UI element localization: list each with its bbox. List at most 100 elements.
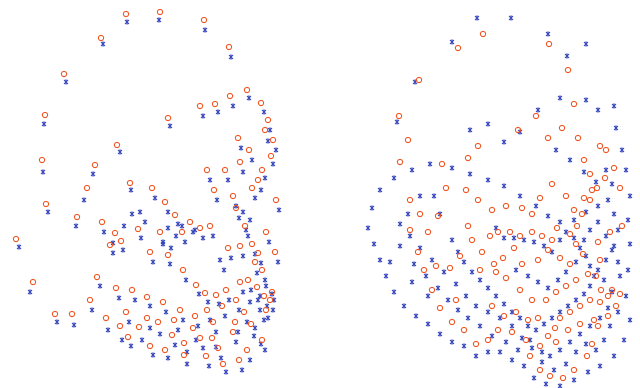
circle-point [570, 366, 578, 374]
cross-point [617, 273, 623, 279]
circle-point [248, 240, 256, 248]
circle-point [406, 196, 414, 204]
cross-point [240, 169, 246, 175]
circle-point [122, 10, 130, 18]
cross-point [563, 361, 569, 367]
circle-point [122, 308, 130, 316]
cross-point [40, 169, 46, 175]
cross-point [521, 237, 527, 243]
circle-point [260, 292, 268, 300]
circle-point [566, 230, 574, 238]
cross-point [573, 297, 579, 303]
cross-point [132, 297, 138, 303]
circle-point [113, 141, 121, 149]
cross-point [200, 345, 206, 351]
cross-point [473, 303, 479, 309]
cross-point [501, 235, 507, 241]
cross-point [547, 353, 553, 359]
circle-point [534, 314, 542, 322]
cross-point [184, 361, 190, 367]
cross-point [377, 187, 383, 193]
cross-point [210, 233, 216, 239]
cross-point [258, 187, 264, 193]
cross-point [97, 283, 103, 289]
circle-point [572, 240, 580, 248]
circle-point [618, 222, 626, 230]
circle-point [612, 302, 620, 310]
cross-point [228, 54, 234, 60]
circle-point [236, 278, 244, 286]
circle-point [202, 352, 210, 360]
circle-point [586, 170, 594, 178]
cross-point [437, 331, 443, 337]
circle-point [170, 316, 178, 324]
circle-point [494, 326, 502, 334]
circle-point [236, 158, 244, 166]
circle-point [232, 204, 240, 212]
cross-point [549, 315, 555, 321]
circle-point [116, 322, 124, 330]
circle-point [478, 248, 486, 256]
cross-point [531, 375, 537, 381]
cross-point [175, 221, 181, 227]
circle-point [42, 200, 50, 208]
circle-point [164, 114, 172, 122]
cross-point [397, 243, 403, 249]
scatter-plot-left [12, 8, 282, 375]
cross-point [573, 349, 579, 355]
cross-point [265, 138, 271, 144]
cross-point [179, 223, 185, 229]
cross-point [126, 319, 132, 325]
cross-point [577, 331, 583, 337]
cross-point [501, 139, 507, 145]
circle-point [219, 360, 227, 368]
circle-point [573, 222, 581, 230]
cross-point [147, 325, 153, 331]
cross-point [269, 291, 275, 297]
cross-point [206, 363, 212, 369]
cross-point [163, 309, 169, 315]
cross-point [625, 217, 631, 223]
cross-point [473, 353, 479, 359]
circle-point [604, 292, 612, 300]
cross-point [252, 195, 258, 201]
cross-point [449, 237, 455, 243]
circle-point [545, 40, 553, 48]
cross-point [275, 259, 281, 265]
cross-point [128, 187, 134, 193]
cross-point [621, 337, 627, 343]
circle-point [243, 86, 251, 94]
circle-point [596, 256, 604, 264]
circle-point [208, 334, 216, 342]
cross-point [246, 95, 252, 101]
cross-point [539, 349, 545, 355]
cross-point [240, 209, 246, 215]
cross-point [467, 171, 473, 177]
cross-point [261, 317, 267, 323]
cross-point [248, 287, 254, 293]
circle-point [538, 232, 546, 240]
cross-point [595, 267, 601, 273]
circle-point [428, 286, 436, 294]
circle-point [224, 244, 232, 252]
cross-point [407, 233, 413, 239]
cross-point [150, 352, 156, 358]
cross-point [595, 107, 601, 113]
cross-point [607, 323, 613, 329]
circle-point [588, 340, 596, 348]
circle-point [262, 228, 270, 236]
cross-point [54, 319, 60, 325]
cross-point [461, 259, 467, 265]
cross-point [477, 323, 483, 329]
circle-point [432, 262, 440, 270]
circle-point [576, 320, 584, 328]
circle-point [508, 328, 516, 336]
cross-point [254, 270, 260, 276]
cross-point [441, 269, 447, 275]
cross-point [183, 277, 189, 283]
cross-point [489, 333, 495, 339]
circle-point [570, 100, 578, 108]
cross-point [623, 167, 629, 173]
circle-point [241, 222, 249, 230]
cross-point [587, 283, 593, 289]
